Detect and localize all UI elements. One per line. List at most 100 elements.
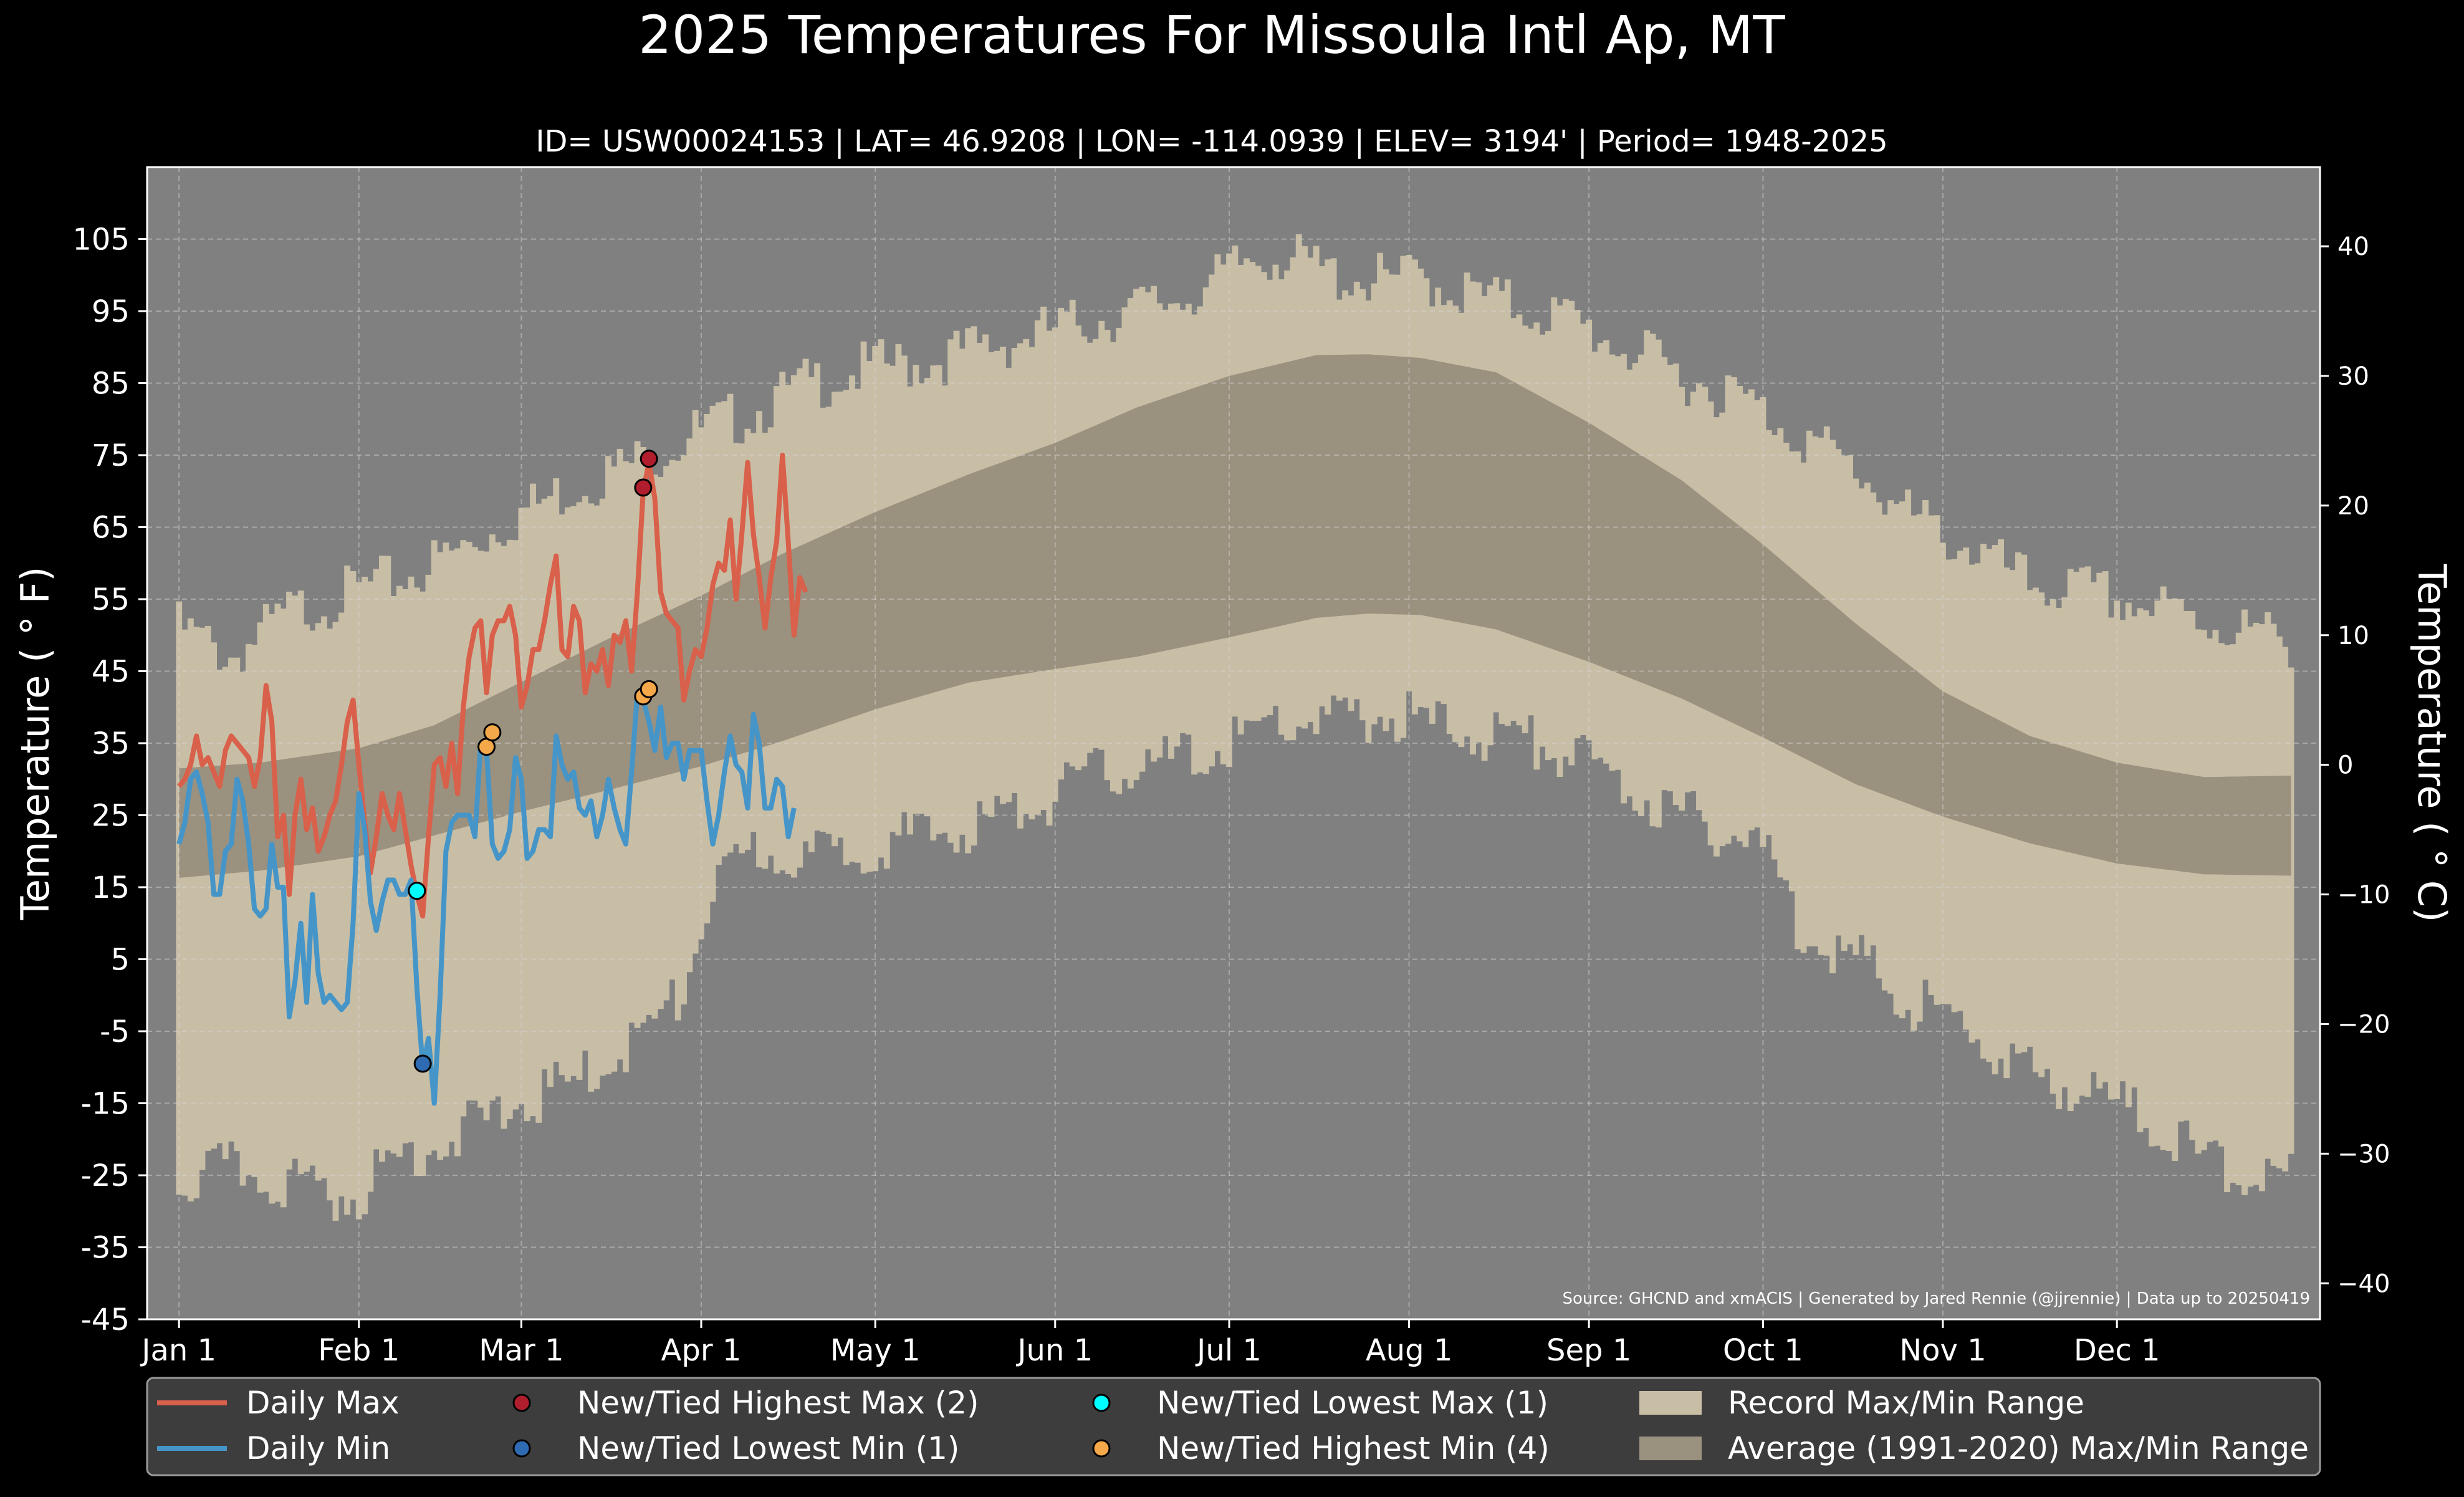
record-range-bar [304, 624, 310, 1172]
y-tick-label-left: 15 [92, 870, 130, 905]
record-range-bar [228, 657, 234, 1142]
record-range-bar [245, 643, 252, 1175]
record-range-bar [437, 552, 444, 1160]
new-highest-max-marker [640, 450, 658, 468]
record-range-bar [2166, 599, 2172, 1152]
legend-marker-new-lowest-min [512, 1439, 531, 1458]
record-range-bar [320, 616, 327, 1178]
record-range-bar [501, 546, 507, 1129]
record-range-bar [2189, 610, 2196, 1140]
y-tick-label-left: 95 [92, 294, 130, 329]
record-range-bar [2247, 626, 2254, 1187]
record-range-bar [2235, 632, 2242, 1186]
record-range-bar [332, 622, 339, 1221]
record-range-bar [269, 614, 276, 1204]
record-range-bar [222, 667, 229, 1160]
record-range-bar [204, 625, 211, 1151]
legend-label-record-range: Record Max/Min Range [1728, 1385, 2084, 1421]
record-range-bar [483, 551, 490, 1120]
record-range-bar [181, 629, 188, 1196]
legend-swatch-record-range [1639, 1391, 1702, 1415]
record-range-bar [495, 542, 502, 1097]
record-range-bar [2224, 645, 2231, 1193]
y-tick-label-right: −30 [2337, 1140, 2390, 1168]
record-range-bar [193, 627, 200, 1198]
legend-label-new-highest-min: New/Tied Highest Min (4) [1157, 1430, 1550, 1466]
x-tick-label: Jun 1 [1015, 1333, 1093, 1368]
legend-swatch-normal-range [1639, 1437, 1702, 1460]
record-range-bar [2230, 644, 2236, 1183]
chart-title: 2025 Temperatures For Missoula Intl Ap, … [638, 4, 1785, 65]
x-tick-label: Jan 1 [140, 1333, 216, 1368]
record-range-bar [588, 503, 595, 1092]
y-tick-label-right: 20 [2337, 492, 2369, 521]
record-range-bar [385, 556, 391, 1151]
record-range-bar [2241, 609, 2248, 1195]
y-tick-label-left: 25 [92, 799, 130, 834]
record-range-bar [2288, 667, 2294, 1154]
record-range-bar [239, 671, 246, 1186]
y-tick-label-left: -45 [81, 1302, 130, 1337]
x-tick-label: May 1 [830, 1333, 921, 1368]
new-lowest-max-marker [408, 882, 426, 900]
x-tick-label: Apr 1 [661, 1333, 742, 1368]
record-range-bar [2270, 623, 2277, 1166]
y-tick-label-left: 45 [92, 655, 130, 690]
y-tick-label-right: 30 [2337, 362, 2369, 391]
record-range-bar [431, 540, 438, 1151]
y-tick-label-left: -15 [81, 1087, 130, 1122]
record-range-bar [2154, 600, 2161, 1146]
new-lowest-min-marker [413, 1054, 432, 1073]
record-range-bar [396, 585, 403, 1157]
y-tick-label-left: 65 [92, 511, 130, 546]
legend-label-new-lowest-max: New/Tied Lowest Max (1) [1157, 1385, 1548, 1421]
record-range-bar [2253, 622, 2260, 1185]
x-tick-label: Mar 1 [479, 1333, 563, 1368]
record-range-bar [460, 540, 467, 1117]
record-range-bar [176, 601, 183, 1195]
source-note: Source: GHCND and xmACIS | Generated by … [1562, 1289, 2310, 1308]
record-range-bar [512, 540, 519, 1110]
legend-label-daily-min: Daily Min [246, 1430, 390, 1466]
y-axis-left-label: Temperature ( ° F) [12, 567, 58, 921]
x-axis: Jan 1 Feb 1 Mar 1 Apr 1 May 1 Jun 1 Jul 1 Aug 1… [140, 1319, 2160, 1368]
legend: Daily Max Daily Min New/Tied Highest Max… [146, 1377, 2321, 1476]
record-range-bar [2200, 630, 2207, 1150]
y-axis-right: −40 −30 −20 −10 0 10 20 30 40 [2320, 233, 2390, 1298]
daily-max-line [177, 453, 808, 919]
x-tick-label: Nov 1 [1899, 1333, 1986, 1368]
record-range-bar [2172, 598, 2179, 1161]
y-tick-label-left: 35 [92, 726, 130, 761]
y-tick-label-right: −20 [2337, 1010, 2390, 1039]
x-tick-label: Aug 1 [1366, 1333, 1453, 1368]
record-range-bar [2265, 612, 2271, 1159]
record-range-bar [2282, 647, 2289, 1172]
legend-marker-new-highest-max [512, 1394, 531, 1412]
record-range-bar [390, 595, 397, 1154]
new-highest-min-marker [640, 680, 658, 698]
grid-layer [147, 167, 2320, 1320]
record-range-bar [2142, 610, 2149, 1129]
record-range-bar [448, 550, 455, 1142]
record-range-bar [2195, 629, 2202, 1154]
x-tick-label: Oct 1 [1723, 1333, 1803, 1368]
legend-label-daily-max: Daily Max [246, 1385, 400, 1421]
record-range-bar [234, 657, 241, 1152]
record-range-bar [274, 604, 281, 1202]
record-range-bar [199, 627, 206, 1170]
y-tick-label-left: -5 [100, 1014, 130, 1049]
record-range-bar [2056, 607, 2063, 1109]
y-tick-label-left: 85 [92, 367, 130, 402]
record-range-bar [373, 569, 380, 1150]
legend-label-normal-range: Average (1991-2020) Max/Min Range [1728, 1430, 2309, 1466]
new-highest-max-marker [634, 478, 653, 497]
y-axis-left: -45 -35 -25 -15 -5 5 15 25 35 45 55 65 75 85 95 105 [72, 223, 147, 1337]
x-tick-label: Dec 1 [2074, 1333, 2160, 1368]
record-range-bar [292, 595, 299, 1159]
record-range-bar [344, 566, 351, 1215]
record-range-bar [2218, 643, 2225, 1147]
record-range-bar [257, 622, 264, 1193]
x-tick-label: Feb 1 [318, 1333, 400, 1368]
y-tick-label-right: −40 [2337, 1269, 2390, 1298]
record-range-bar [402, 589, 409, 1143]
